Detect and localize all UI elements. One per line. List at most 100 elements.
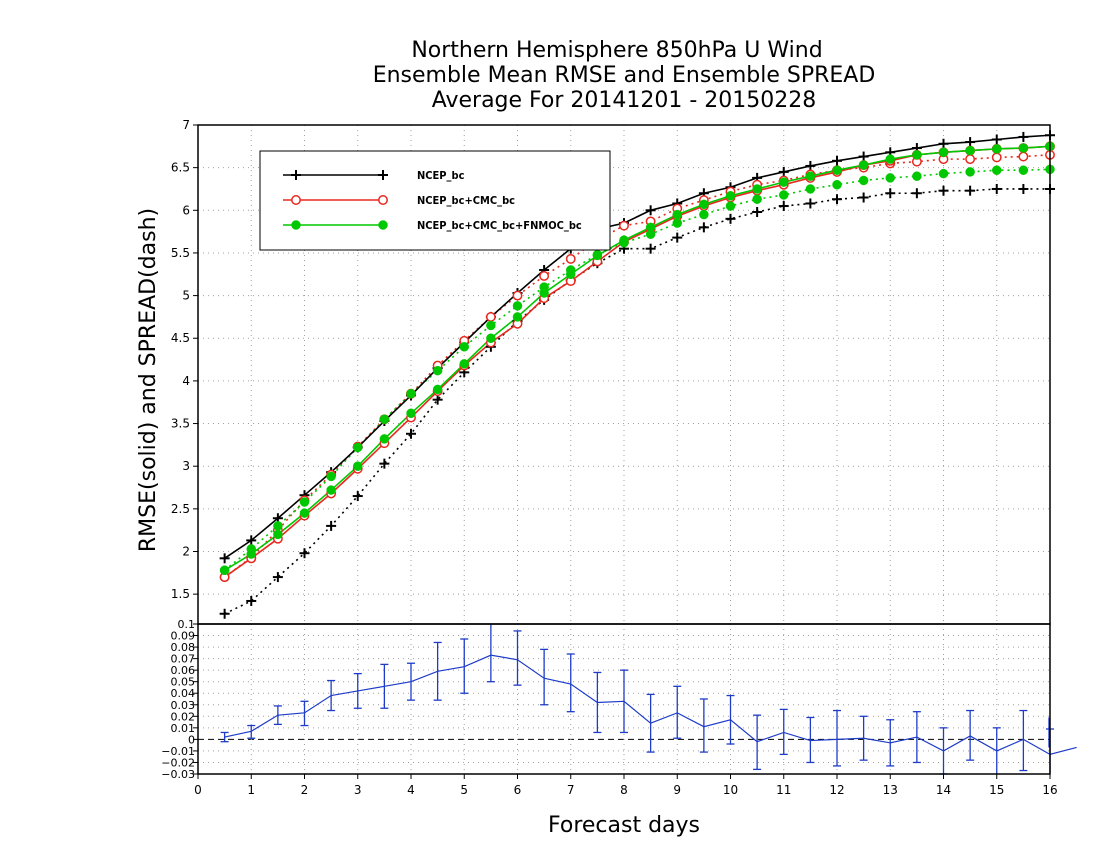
top-y-tick-label: 7 bbox=[182, 118, 190, 132]
top-panel-y-ticks: 1.5 2 2.5 3 3.5 4 4.5 5 5.5 6 6.5 7 bbox=[171, 118, 198, 601]
series-2-spread-point bbox=[752, 194, 762, 204]
series-2-rmse-point bbox=[379, 434, 390, 444]
series-0-spread-point bbox=[778, 201, 789, 212]
bottom-y-tick-label: 0.06 bbox=[171, 664, 196, 677]
bottom-y-tick-label: 0.05 bbox=[171, 676, 196, 689]
series-2-rmse-point bbox=[725, 191, 736, 201]
series-0-rmse-point bbox=[1018, 131, 1029, 142]
series-2-rmse-point bbox=[1018, 143, 1029, 153]
series-2-rmse-point bbox=[992, 144, 1002, 154]
top-y-tick-label: 6.5 bbox=[171, 161, 190, 175]
series-0-spread-point bbox=[352, 491, 363, 502]
series-2-spread-point bbox=[938, 168, 949, 179]
top-y-tick-label: 3 bbox=[182, 459, 190, 473]
series-2-rmse-point bbox=[858, 160, 869, 170]
series-2-rmse-point bbox=[645, 222, 656, 233]
series-2-rmse-point bbox=[699, 199, 709, 210]
series-2-rmse-point bbox=[273, 529, 283, 540]
series-2-rmse-point bbox=[832, 165, 842, 175]
series-2-rmse-point bbox=[619, 235, 629, 245]
series-2-spread-point bbox=[672, 218, 682, 228]
series-2-rmse-point bbox=[326, 485, 336, 495]
series-2-rmse-point bbox=[566, 269, 576, 280]
series-0-spread-point bbox=[752, 207, 763, 218]
series-2-rmse-point bbox=[885, 154, 895, 164]
bottom-y-tick-label: 0.09 bbox=[171, 630, 196, 643]
series-2-rmse-point bbox=[539, 288, 549, 298]
series-2-spread-point bbox=[725, 201, 736, 211]
series-0-spread-point bbox=[379, 458, 390, 469]
series-2-spread-point bbox=[992, 165, 1002, 175]
series-0-rmse-point bbox=[246, 535, 257, 546]
series-0-spread-point bbox=[326, 520, 337, 531]
series-2-rmse-point bbox=[246, 549, 256, 559]
series-2-spread-point bbox=[353, 442, 363, 453]
top-y-tick-label: 1.5 bbox=[171, 587, 190, 601]
series-0-spread-point bbox=[885, 188, 896, 199]
series-2-spread-point bbox=[1018, 165, 1029, 175]
series-2-spread-point bbox=[885, 173, 895, 183]
series-2-spread-point bbox=[699, 209, 709, 220]
series-2-rmse-point bbox=[486, 333, 496, 343]
x-tick-label: 0 bbox=[194, 783, 202, 797]
series-2-spread-point bbox=[273, 521, 283, 531]
top-y-tick-label: 3.5 bbox=[171, 417, 190, 431]
series-0-rmse-point bbox=[778, 166, 789, 177]
top-y-tick-label: 2 bbox=[182, 544, 190, 558]
series-1-spread-point bbox=[512, 290, 523, 301]
series-0-spread-point bbox=[1018, 183, 1029, 194]
x-tick-label: 11 bbox=[776, 783, 791, 797]
series-0-rmse-point bbox=[219, 553, 230, 564]
series-2-rmse-point bbox=[459, 359, 469, 369]
series-0-rmse-point bbox=[991, 134, 1002, 145]
series-2-spread-point bbox=[432, 365, 443, 376]
series-0-spread-point bbox=[698, 222, 709, 233]
x-tick-label: 8 bbox=[620, 783, 628, 797]
series-2-spread-point bbox=[512, 301, 523, 311]
series-2-rmse-point bbox=[938, 147, 949, 158]
series-2-rmse-point bbox=[432, 384, 443, 395]
series-2-spread-point bbox=[779, 190, 789, 200]
series-0-spread-point bbox=[672, 232, 683, 243]
bottom-y-tick-label: −0.03 bbox=[161, 768, 195, 781]
series-1-spread-point bbox=[619, 220, 629, 231]
x-tick-label: 6 bbox=[514, 783, 522, 797]
legend-items: NCEP_bc NCEP_bc+CMC_bc NCEP_bc+CMC_bc+FNMO… bbox=[283, 169, 582, 232]
bottom-y-tick-label: 0.04 bbox=[171, 687, 196, 700]
bottom-y-tick-label: 0.07 bbox=[171, 653, 196, 666]
series-0-rmse-point bbox=[832, 155, 842, 166]
series-2-spread-point bbox=[379, 414, 390, 425]
top-y-tick-label: 2.5 bbox=[171, 502, 190, 516]
series-1-spread-point bbox=[485, 311, 496, 322]
top-y-tick-label: 4.5 bbox=[171, 331, 190, 345]
x-tick-label: 9 bbox=[673, 783, 681, 797]
legend-marker-start-2 bbox=[291, 220, 301, 230]
bottom-y-tick-label: −0.02 bbox=[161, 756, 195, 769]
y-axis-label: RMSE(solid) and SPREAD(dash) bbox=[136, 208, 161, 552]
legend-marker-end-0 bbox=[378, 170, 388, 180]
legend-label-0: NCEP_bc bbox=[417, 169, 465, 182]
series-2-spread-point bbox=[406, 388, 416, 399]
series-2-rmse-point bbox=[805, 171, 816, 181]
bottom-y-tick-label: 0.08 bbox=[171, 641, 196, 654]
series-1-spread-point bbox=[539, 271, 550, 281]
legend-marker-end-2 bbox=[378, 220, 388, 230]
series-2-rmse-point bbox=[752, 184, 762, 194]
series-2-spread-point bbox=[965, 167, 975, 177]
bottom-panel-series bbox=[220, 624, 1077, 775]
series-0-spread-point bbox=[858, 192, 869, 203]
series-1-spread-point bbox=[565, 253, 576, 264]
series-1-spread-point bbox=[991, 152, 1002, 163]
top-y-tick-label: 4 bbox=[182, 374, 190, 388]
series-0-spread-point bbox=[219, 608, 230, 619]
series-0-spread-point bbox=[299, 548, 310, 559]
series-2-rmse-point bbox=[299, 508, 310, 518]
chart-title: Northern Hemisphere 850hPa U Wind Ensemb… bbox=[373, 38, 876, 113]
legend-marker-end-1 bbox=[378, 195, 388, 205]
chart-title-line-2: Ensemble Mean RMSE and Ensemble SPREAD bbox=[373, 63, 876, 88]
bottom-y-tick-label: 0 bbox=[188, 733, 195, 746]
x-tick-label: 3 bbox=[354, 783, 362, 797]
x-tick-label: 14 bbox=[936, 783, 951, 797]
top-panel-series bbox=[219, 130, 1055, 619]
x-tick-label: 5 bbox=[460, 783, 468, 797]
